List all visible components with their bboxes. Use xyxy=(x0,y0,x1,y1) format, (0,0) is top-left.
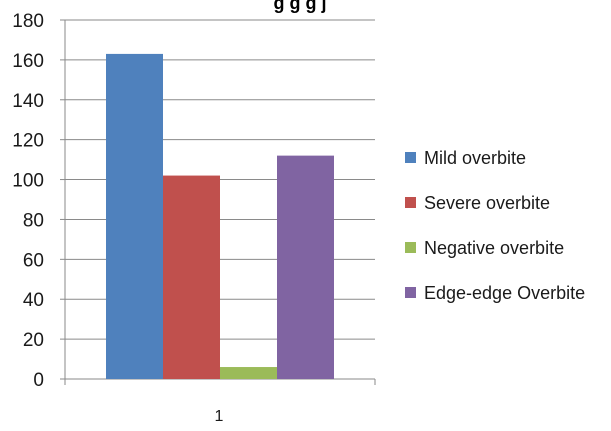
y-tick-label: 140 xyxy=(12,91,44,112)
y-tick-label: 80 xyxy=(23,210,44,231)
legend-swatch xyxy=(405,197,416,208)
legend-label: Edge-edge Overbite xyxy=(424,283,585,303)
legend: Mild overbite Severe overbite Negative ove… xyxy=(405,148,585,303)
y-tick-label: 180 xyxy=(12,11,44,32)
legend-swatch xyxy=(405,287,416,298)
bar-mild-overbite xyxy=(106,53,163,380)
legend-label: Negative overbite xyxy=(424,238,564,258)
y-tick-label: 100 xyxy=(12,171,44,192)
chart-title: g g g j xyxy=(274,0,327,13)
legend-swatch xyxy=(405,242,416,253)
bar-negative-overbite xyxy=(220,367,277,379)
tick-labels: 0 20 40 60 80 100 120 140 160 180 1 xyxy=(12,11,223,425)
y-tick-label: 120 xyxy=(12,131,44,152)
x-tick-label: 1 xyxy=(215,408,224,425)
legend-label: Mild overbite xyxy=(424,148,526,168)
bar-severe-overbite xyxy=(163,175,220,379)
legend-swatch xyxy=(405,152,416,163)
y-tick-label: 40 xyxy=(23,290,44,311)
bars xyxy=(106,53,334,380)
y-tick-label: 160 xyxy=(12,51,44,72)
y-tick-label: 60 xyxy=(23,250,44,271)
legend-label: Severe overbite xyxy=(424,193,550,213)
y-tick-label: 20 xyxy=(23,330,44,351)
bar-edge-edge-overbite xyxy=(277,155,334,379)
y-tick-label: 0 xyxy=(33,370,44,391)
